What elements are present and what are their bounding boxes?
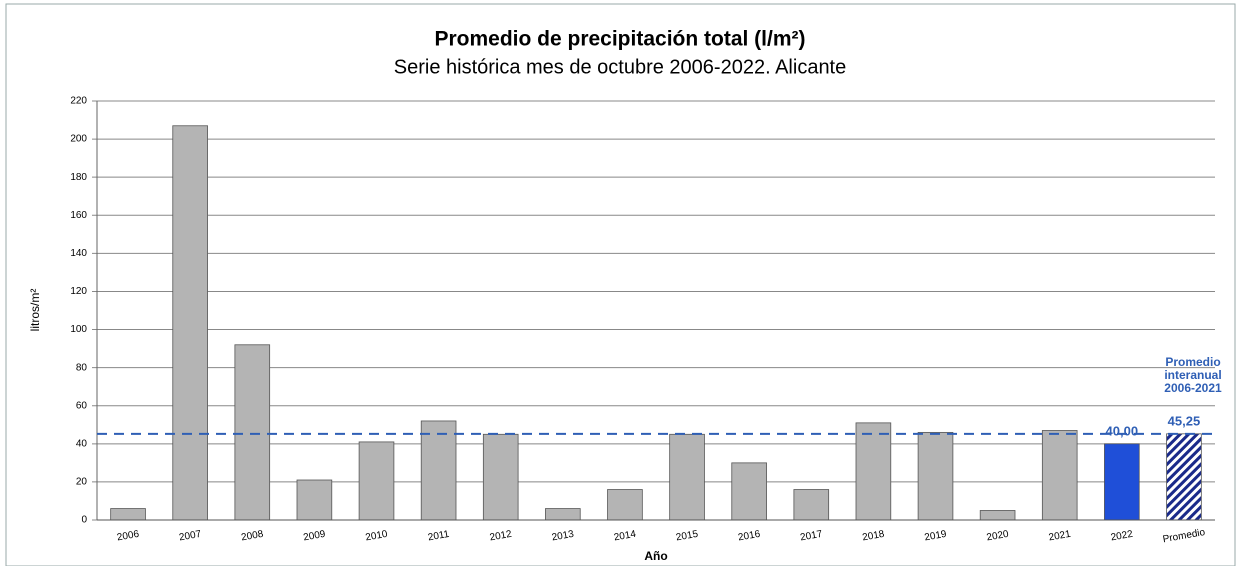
x-tick-label: 2014 [613,529,637,544]
x-tick-label: 2018 [862,529,886,544]
x-tick-label: 2017 [799,529,823,544]
reference-label: interanual [1164,368,1221,382]
x-tick-label: 2011 [427,529,451,544]
x-axis-label: Año [644,549,667,563]
x-tick-label: 2019 [924,529,948,544]
x-tick-label: 2007 [178,529,202,544]
x-tick-label: 2020 [986,529,1010,544]
bar [979,510,1016,521]
bar [545,508,581,521]
data-label: 45,25 [1168,413,1201,428]
bar [1041,430,1078,521]
data-label: 40,00 [1106,423,1139,438]
y-tick-label: 200 [70,134,87,145]
reference-label: 2006-2021 [1164,381,1222,395]
bar [172,125,208,521]
y-tick-label: 80 [76,362,88,373]
chart-title: Promedio de precipitación total (l/m²) [434,28,805,51]
x-tick-label: 2010 [365,529,389,544]
x-tick-label: 2016 [737,529,761,544]
bar [420,420,457,521]
y-tick-label: 60 [76,400,88,411]
bar [482,433,519,521]
chart-subtitle: Serie histórica mes de octubre 2006-2022… [394,56,847,78]
bar [607,489,643,521]
x-tick-label: 2009 [303,529,327,544]
y-tick-label: 20 [76,477,88,488]
y-tick-label: 140 [70,248,87,259]
x-tick-label: 2015 [675,529,699,544]
bar [296,479,333,521]
y-tick-label: 100 [70,324,87,335]
y-tick-label: 220 [70,96,87,107]
bar [855,422,892,521]
x-tick-label: 2006 [116,529,140,544]
y-axis-label: litros/m² [28,289,42,332]
y-tick-label: 0 [81,515,87,526]
bar [793,489,830,521]
bar [1104,443,1140,521]
bar [731,462,767,521]
x-tick-label: Promedio [1162,527,1206,545]
y-tick-label: 160 [70,210,87,221]
x-tick-label: 2008 [240,529,264,544]
bar [917,431,954,521]
bar [669,433,705,521]
bar [358,441,395,521]
x-tick-label: 2021 [1048,529,1072,544]
y-tick-label: 120 [70,286,87,297]
bar [1166,433,1202,521]
x-tick-label: 2013 [551,529,575,544]
x-tick-label: 2022 [1110,529,1134,544]
y-tick-label: 40 [76,438,88,449]
reference-label: Promedio [1165,355,1220,369]
y-tick-label: 180 [70,172,87,183]
x-tick-label: 2012 [489,529,513,544]
bar [110,508,146,521]
bar [234,344,271,521]
